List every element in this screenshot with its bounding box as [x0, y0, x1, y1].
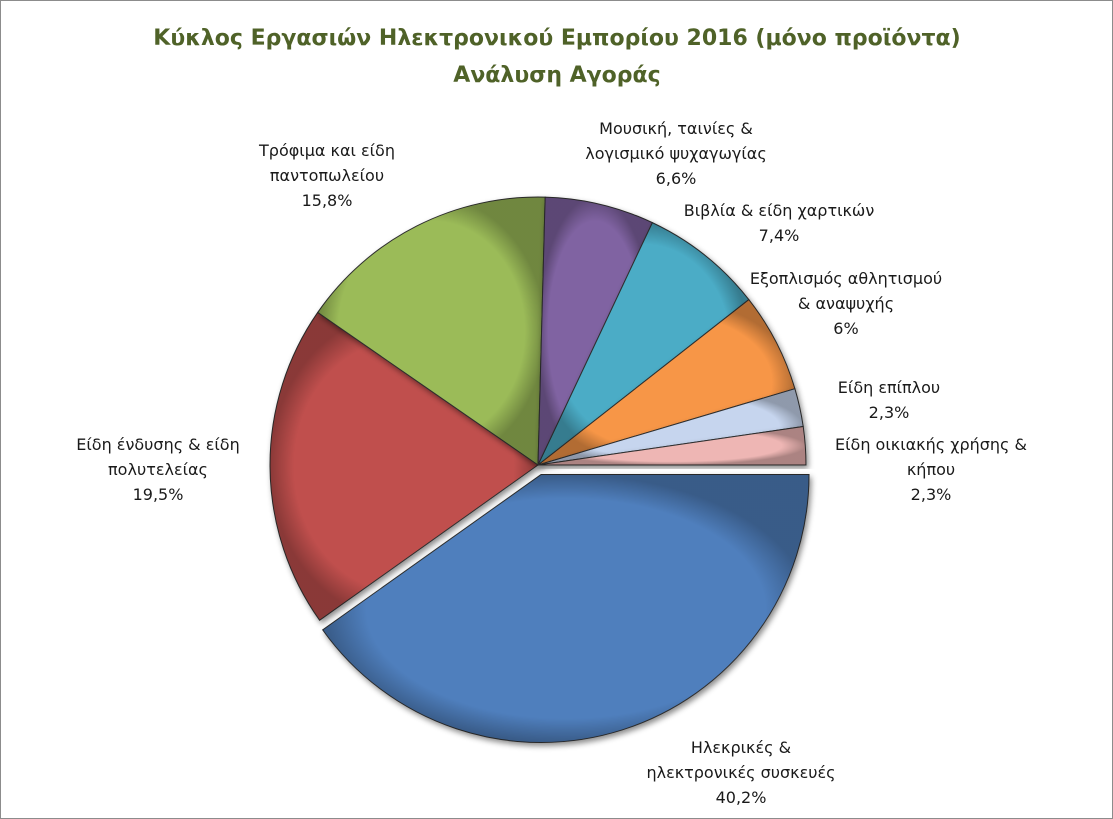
data-label-category: Εξοπλισμός αθλητισμού [750, 269, 942, 288]
data-label-category: ηλεκτρονικές συσκευές [646, 763, 835, 782]
data-label-value: 19,5% [133, 485, 184, 504]
data-label-category: Βιβλία & είδη χαρτικών [684, 201, 875, 220]
pie-slice-shading [538, 222, 749, 465]
pie-slice-shading [538, 197, 653, 466]
data-label: Είδη ένδυσης & είδη πολυτελείας 19,5% [76, 435, 239, 504]
data-label-value: 7,4% [759, 226, 800, 245]
pie-slice [269, 311, 539, 622]
data-label: Είδη οικιακής χρήσης & κήπου 2,3% [835, 435, 1027, 504]
data-label-category: Ηλεκρικές & [691, 738, 791, 757]
data-label-category: & αναψυχής [798, 294, 894, 313]
data-label: Μουσική, ταινίες & λογισμικό ψυχαγωγίας 6,… [585, 119, 766, 188]
pie-slices [269, 196, 810, 744]
chart-title: Κύκλος Εργασιών Ηλεκτρονικού Εμπορίου 20… [153, 26, 960, 51]
pie-slice [537, 221, 750, 466]
pie-slice-shading [317, 197, 546, 465]
pie-slice [316, 196, 546, 466]
data-label-category: παντοπωλείου [270, 166, 384, 185]
data-label-value: 15,8% [302, 191, 353, 210]
data-label-category: πολυτελείας [108, 460, 208, 479]
pie-slice-shading [538, 388, 804, 465]
data-label-value: 6,6% [656, 169, 697, 188]
data-label: Είδη επίπλου 2,3% [838, 378, 940, 422]
data-label-category: Μουσική, ταινίες & [599, 119, 753, 138]
pie-slice-shading [538, 426, 806, 465]
chart-subtitle: Ανάλυση Αγοράς [453, 63, 660, 88]
data-label-value: 2,3% [869, 403, 910, 422]
pie-slice-shading [269, 312, 538, 621]
pie-slice [321, 474, 810, 744]
pie-slice [537, 196, 654, 466]
data-label-value: 2,3% [911, 485, 952, 504]
data-label: Ηλεκρικές & ηλεκτρονικές συσκευές 40,2% [646, 738, 835, 807]
data-label-category: λογισμικό ψυχαγωγίας [585, 144, 766, 163]
pie-labels: Ηλεκρικές & ηλεκτρονικές συσκευές 40,2% Είδ… [76, 119, 1027, 807]
data-label-category: κήπου [907, 460, 955, 479]
data-label: Εξοπλισμός αθλητισμού & αναψυχής 6% [750, 269, 942, 338]
pie-slice [537, 425, 807, 466]
data-label: Τρόφιμα και είδη παντοπωλείου 15,8% [258, 141, 395, 210]
data-label-value: 40,2% [716, 788, 767, 807]
data-label-category: Είδη οικιακής χρήσης & [835, 435, 1027, 454]
data-label-category: Είδη επίπλου [838, 378, 940, 397]
data-label-category: Είδη ένδυσης & είδη [76, 435, 239, 454]
pie-slice-shading [322, 474, 810, 743]
data-label-value: 6% [833, 319, 858, 338]
pie-slice-shading [538, 299, 795, 465]
data-label: Βιβλία & είδη χαρτικών 7,4% [684, 201, 875, 245]
data-label-category: Τρόφιμα και είδη [258, 141, 395, 160]
